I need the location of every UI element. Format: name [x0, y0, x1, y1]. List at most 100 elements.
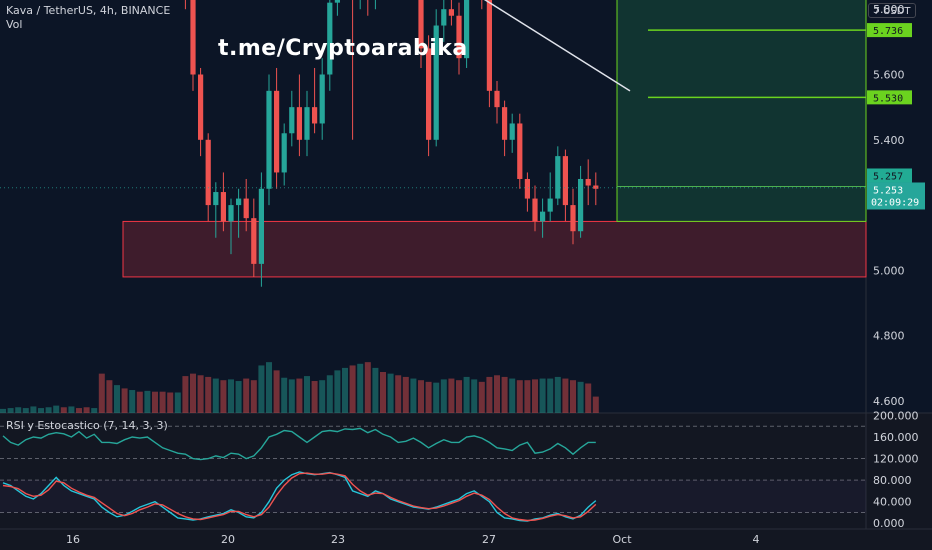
currency-button[interactable]: 7 USDT — [868, 3, 916, 18]
time-tick: 16 — [66, 533, 80, 546]
volume-bar — [0, 408, 6, 413]
candle-body — [220, 192, 226, 222]
volume-bar — [342, 367, 348, 413]
volume-bar — [410, 378, 417, 413]
indicator-title: RSI y Estocastico (7, 14, 3, 3) — [6, 419, 168, 432]
volume-bar — [448, 378, 455, 413]
volume-bar — [129, 390, 136, 413]
candle-body — [319, 74, 325, 124]
candle-body — [198, 74, 204, 140]
volume-bar — [494, 375, 500, 413]
volume-bar — [311, 381, 318, 413]
symbol-title: Kava / TetherUS, 4h, BINANCE — [6, 4, 171, 17]
volume-bar — [114, 385, 120, 413]
volume-bar — [83, 407, 90, 413]
volume-bar — [463, 376, 470, 413]
volume-bar — [402, 376, 409, 413]
candle-body — [585, 178, 591, 186]
volume-bar — [395, 375, 402, 413]
volume-bar — [562, 378, 569, 413]
volume-bar — [159, 391, 166, 413]
candle-body — [243, 198, 249, 219]
candle-body — [494, 90, 500, 108]
candle-body — [304, 107, 310, 140]
candle-body — [593, 185, 599, 189]
volume-bar — [357, 363, 364, 413]
volume-bar — [235, 381, 242, 413]
candle-body — [334, 0, 340, 3]
volume-bar — [364, 362, 371, 413]
candle-body — [517, 123, 523, 179]
time-tick: 4 — [753, 533, 760, 546]
target-label: 5.530 — [873, 93, 903, 104]
indicator-tick: 0.000 — [873, 517, 905, 530]
stoch-d-line — [2, 472, 597, 522]
volume-bar — [478, 381, 485, 413]
target-label-bg — [867, 90, 912, 105]
volume-bar — [121, 388, 128, 413]
volume-bar — [387, 373, 394, 413]
volume-bar — [106, 380, 113, 413]
volume-bar — [144, 390, 151, 413]
volume-bar — [288, 379, 295, 413]
watermark-text: t.me/Cryptoarabika — [218, 36, 468, 61]
candle-body — [562, 156, 568, 206]
volume-bar — [60, 407, 67, 413]
candle-body — [486, 0, 492, 91]
candle-body — [296, 107, 302, 140]
main-pane-bg — [0, 0, 932, 413]
volume-bar — [266, 362, 272, 413]
candle-body — [266, 90, 272, 189]
volume-bar — [418, 380, 424, 413]
volume-bar — [326, 375, 333, 413]
volume-bar — [433, 382, 440, 413]
stoch-k-line — [2, 471, 597, 522]
volume-bar — [30, 406, 37, 413]
volume-bar — [554, 376, 561, 413]
volume-bar — [243, 378, 250, 413]
entry-label-bg — [867, 168, 912, 183]
volume-bar — [471, 379, 478, 413]
volume-bar — [136, 391, 143, 413]
candle-body — [228, 205, 234, 222]
volume-bar — [501, 376, 508, 413]
candle-body — [274, 90, 280, 173]
candle-body — [547, 198, 553, 212]
candle-body — [312, 107, 318, 124]
candle-body — [555, 156, 561, 199]
volume-bar — [15, 407, 22, 413]
indicator-tick: 80.000 — [873, 474, 912, 487]
entry-label: 5.257 — [873, 171, 903, 182]
time-tick: Oct — [612, 533, 632, 546]
stoch-band-fill — [0, 480, 866, 513]
candle-body — [509, 123, 515, 140]
candle-body — [540, 211, 546, 222]
candle-body — [236, 198, 242, 206]
price-tick: 5.600 — [873, 69, 905, 82]
volume-bar — [174, 392, 181, 413]
time-tick: 27 — [482, 533, 496, 546]
volume-bar — [570, 380, 576, 413]
volume-bar — [456, 380, 462, 413]
candle-body — [213, 192, 219, 206]
countdown-label: 02:09:29 — [871, 197, 919, 208]
volume-bar — [68, 406, 75, 413]
volume-bar — [220, 380, 227, 413]
volume-bar — [91, 408, 98, 413]
volume-bar — [22, 408, 29, 413]
volume-bar — [228, 379, 234, 413]
volume-bar — [509, 378, 516, 413]
volume-bar — [7, 408, 14, 413]
target-label-bg — [867, 23, 912, 38]
volume-bar — [547, 378, 554, 413]
last-price-label-bg — [867, 182, 925, 210]
volume-bar — [524, 380, 531, 413]
candle-body — [456, 15, 462, 59]
trendline — [483, 0, 631, 92]
support-zone — [122, 220, 867, 278]
volume-bar — [349, 365, 356, 413]
price-tick: 5.000 — [873, 264, 905, 277]
rsi-line — [2, 427, 596, 461]
indicator-pane-bg — [0, 413, 932, 530]
